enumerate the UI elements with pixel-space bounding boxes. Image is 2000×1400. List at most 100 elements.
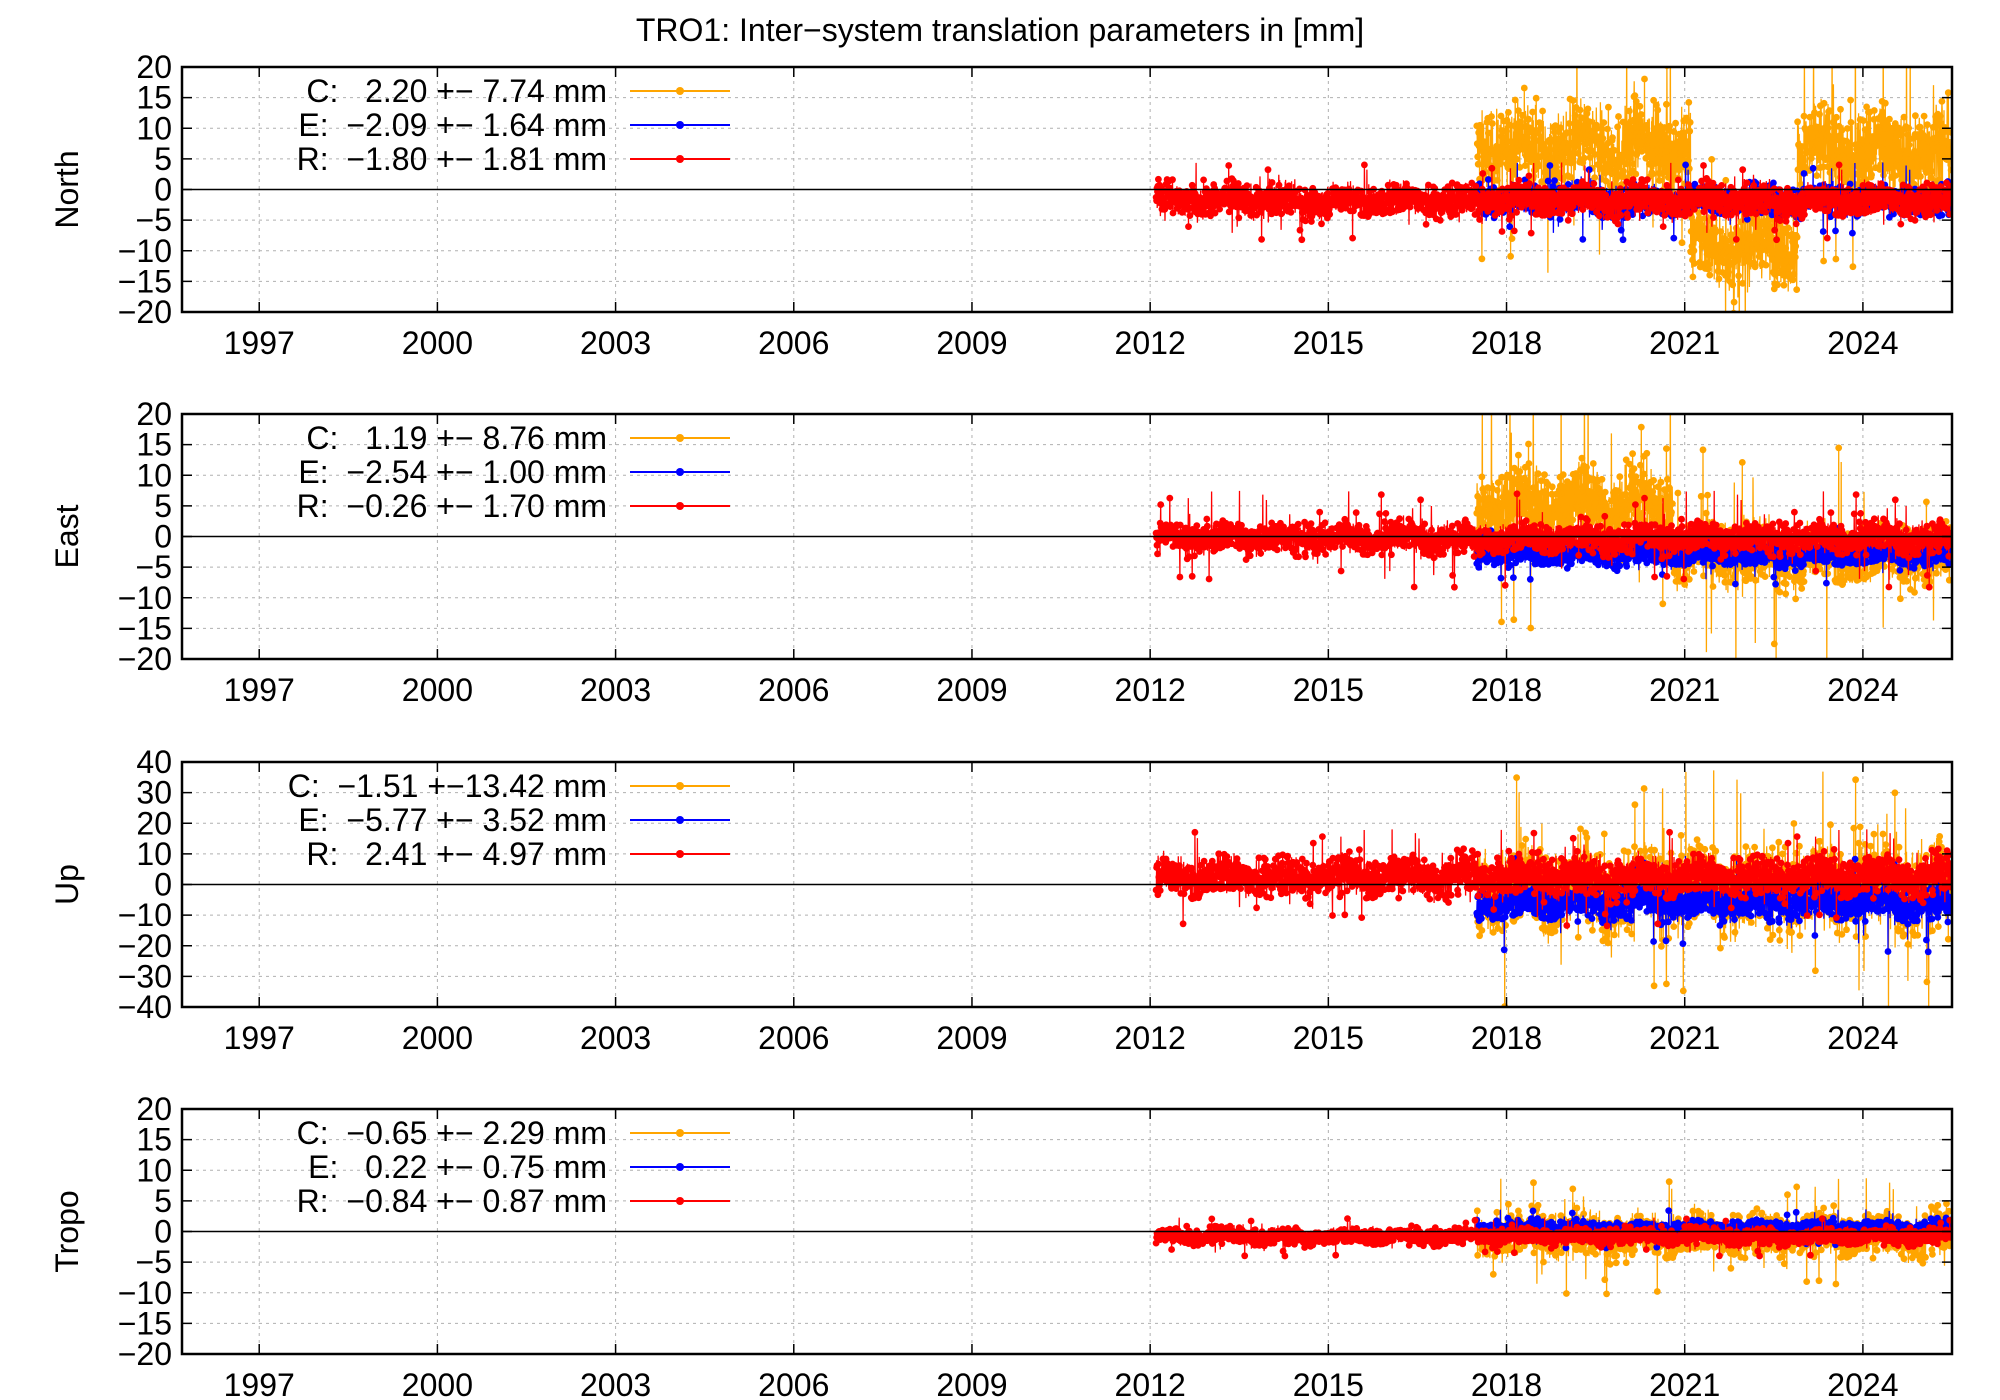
data-point-C — [1611, 147, 1618, 154]
data-point-C — [1876, 126, 1883, 134]
data-point-C — [1664, 173, 1672, 181]
data-point-C — [1860, 117, 1867, 124]
data-point-C — [1623, 34, 1630, 41]
data-point-R — [1186, 212, 1194, 220]
data-point-C — [1886, 115, 1893, 123]
data-point-C — [1561, 503, 1568, 511]
data-point-C — [1881, 131, 1888, 139]
data-point-C — [1674, 570, 1681, 578]
data-point-C — [1773, 669, 1780, 676]
data-point-C — [1695, 215, 1703, 223]
data-point-E — [1849, 229, 1856, 237]
data-point-E — [1809, 164, 1817, 172]
data-point-C — [1502, 488, 1510, 496]
data-point-R — [1431, 185, 1439, 192]
data-point-C — [1752, 576, 1759, 584]
data-point-C — [1481, 138, 1488, 146]
data-point-E — [1691, 180, 1699, 188]
data-point-C — [1502, 127, 1510, 135]
data-point-E — [1564, 181, 1572, 188]
data-point-C — [1675, 166, 1683, 174]
data-point-C — [1883, 140, 1891, 147]
data-point-C — [1729, 245, 1737, 253]
y-tick-label: 5 — [154, 141, 172, 177]
data-point-C — [1572, 482, 1579, 490]
data-point-R — [1436, 216, 1444, 224]
data-point-C — [1476, 505, 1483, 513]
data-point-C — [1678, 239, 1686, 247]
data-point-C — [1706, 271, 1714, 279]
data-point-R — [1782, 218, 1790, 225]
data-point-C — [1793, 286, 1801, 293]
data-point-C — [1614, 123, 1621, 131]
data-point-C — [1612, 515, 1620, 523]
data-point-C — [1838, 571, 1845, 579]
data-point-R — [1558, 210, 1566, 217]
series-layer — [1152, 414, 1952, 676]
data-point-C — [1861, 126, 1869, 134]
data-point-R — [1169, 176, 1176, 184]
data-point-C — [1649, 488, 1657, 495]
data-point-C — [1912, 112, 1919, 120]
data-point-R — [1526, 180, 1533, 188]
data-point-C — [1894, 138, 1901, 146]
data-point-C — [1854, 141, 1862, 149]
data-point-C — [1842, 146, 1850, 154]
data-point-R — [1911, 217, 1919, 224]
data-point-C — [1520, 84, 1528, 92]
data-point-E — [1556, 215, 1564, 223]
y-tick-label: −10 — [118, 233, 172, 269]
data-point-C — [1838, 126, 1846, 134]
data-point-R — [1525, 172, 1533, 180]
data-point-C — [1599, 157, 1606, 164]
data-point-C — [1642, 154, 1650, 162]
data-point-C — [1791, 577, 1798, 585]
data-point-C — [1809, 129, 1817, 137]
data-point-C — [1631, 92, 1639, 99]
data-point-C — [1600, 119, 1608, 126]
data-point-C — [1507, 138, 1515, 145]
data-point-C — [1896, 150, 1904, 158]
data-point-R — [1722, 211, 1729, 219]
data-point-C — [1782, 580, 1790, 588]
data-point-C — [1646, 160, 1653, 168]
data-point-R — [1686, 210, 1694, 217]
data-point-C — [1917, 173, 1924, 180]
data-point-C — [1488, 113, 1495, 120]
data-point-C — [1791, 253, 1799, 261]
data-point-C — [1897, 595, 1904, 603]
data-point-C — [1519, 111, 1526, 119]
data-point-R — [1626, 203, 1633, 210]
data-point-C — [1665, 484, 1673, 491]
data-point-E — [1938, 211, 1946, 219]
data-point-C — [1637, 423, 1645, 431]
data-point-E — [1617, 226, 1625, 234]
data-point-C — [1626, 460, 1634, 468]
data-point-C — [1770, 640, 1778, 648]
series-R — [1152, 161, 1952, 244]
legend-label-R: R: −1.80 +− 1.81 mm — [297, 141, 607, 177]
data-point-C — [1800, 578, 1808, 585]
data-point-C — [1528, 143, 1536, 151]
data-point-C — [1722, 176, 1730, 184]
data-point-C — [1674, 144, 1682, 151]
data-point-R — [1896, 191, 1903, 199]
data-point-C — [1665, 493, 1673, 500]
data-point-R — [1773, 236, 1780, 244]
data-point-C — [1506, 495, 1514, 503]
data-point-R — [1751, 203, 1759, 211]
data-point-R — [1641, 203, 1649, 210]
data-point-R — [1923, 188, 1930, 196]
data-point-C — [1792, 595, 1800, 603]
data-point-R — [1617, 211, 1625, 219]
data-point-C — [1773, 261, 1781, 269]
data-point-R — [1166, 203, 1174, 211]
data-point-R — [1488, 164, 1496, 172]
data-point-R — [1225, 162, 1233, 169]
data-point-R — [1422, 220, 1430, 228]
data-point-C — [1528, 129, 1536, 136]
data-point-C — [1529, 108, 1536, 116]
data-point-C — [1568, 174, 1575, 181]
data-point-R — [1200, 176, 1207, 184]
data-point-R — [1452, 211, 1460, 218]
